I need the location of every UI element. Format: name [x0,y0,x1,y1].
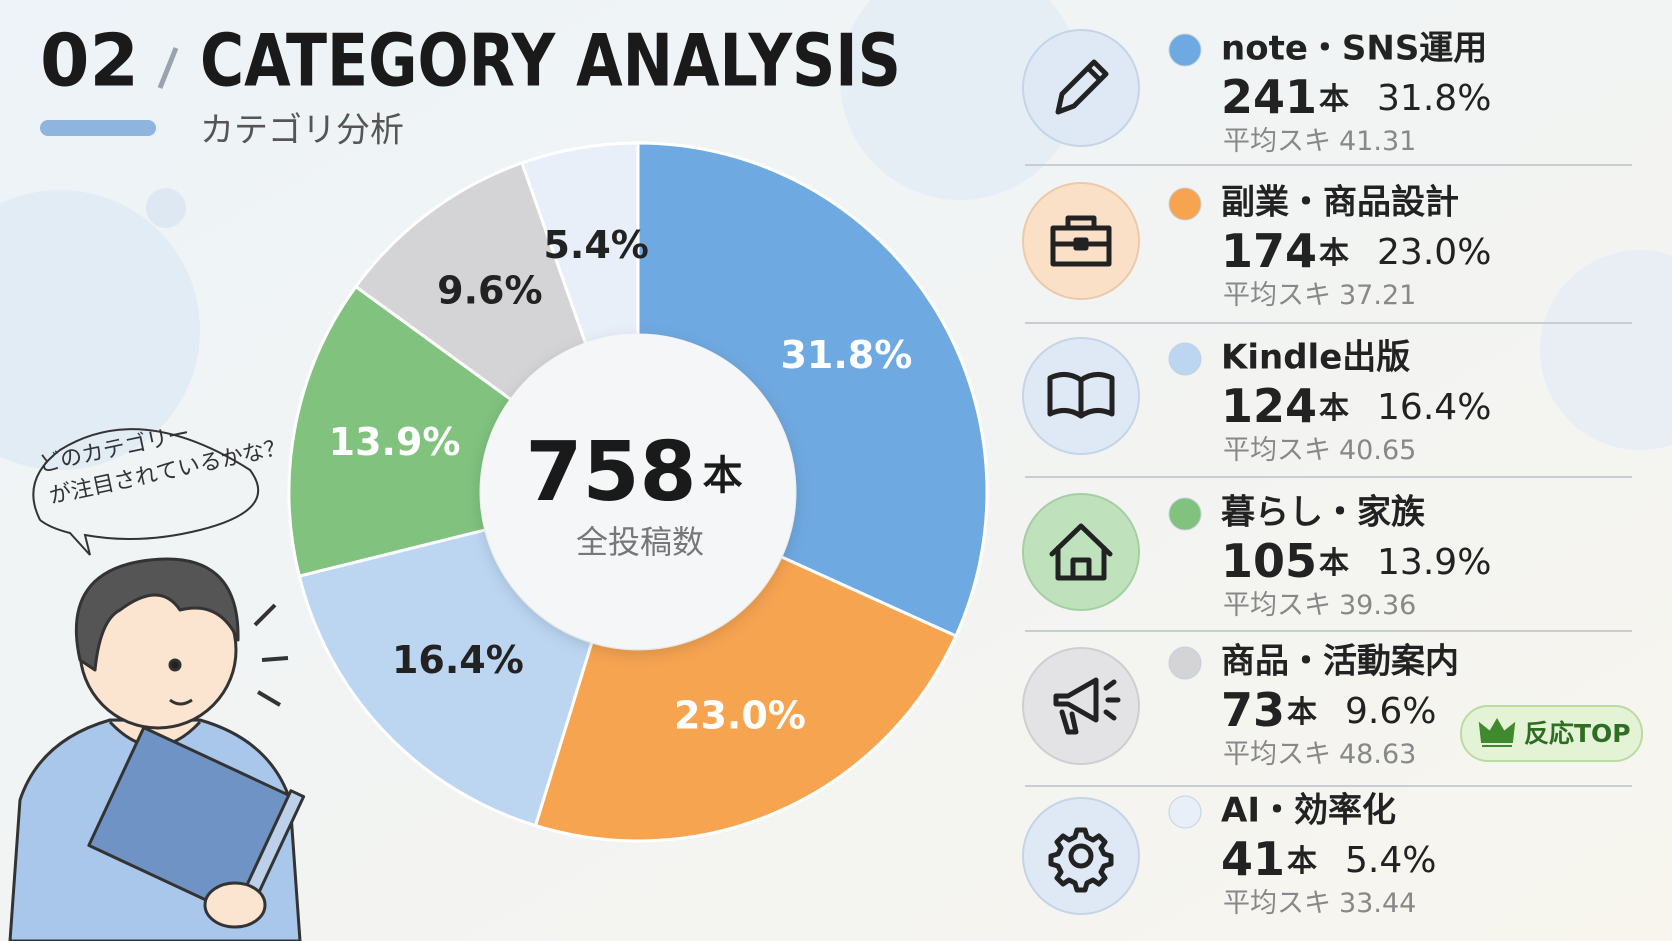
deco-circle [0,190,200,470]
share: 23.0% [1377,232,1491,273]
share: 16.4% [1377,387,1491,428]
avg-label: 平均スキ [1223,888,1331,919]
category-stats: 105本 13.9% [1221,534,1491,588]
avg-likes: 平均スキ 33.44 [1223,888,1416,919]
total-label: 全投稿数 [576,523,704,561]
category-name: Kindle出版 [1221,338,1410,378]
center-disc [481,335,795,649]
count: 105 [1221,534,1317,588]
share: 9.6% [1345,691,1436,732]
category-stats: 241本 31.8% [1221,70,1491,124]
avg-value: 40.65 [1339,435,1416,466]
count-unit: 本 [1287,695,1317,730]
avg-value: 41.31 [1339,126,1416,157]
dividers [1025,164,1632,787]
count-unit: 本 [1319,546,1349,581]
slice-label: 9.6% [437,269,542,313]
crown-icon [1478,718,1516,747]
avg-label: 平均スキ [1223,280,1331,311]
avg-label: 平均スキ [1223,435,1331,466]
avg-likes: 平均スキ 40.65 [1223,435,1416,466]
share: 13.9% [1377,542,1491,583]
category-stats: 41本 5.4% [1221,832,1436,886]
category-stats: 174本 23.0% [1221,224,1491,278]
category-stats: 73本 9.6% [1221,683,1436,737]
category-name: 副業・商品設計 [1221,183,1459,223]
count-unit: 本 [1319,82,1349,117]
count: 174 [1221,224,1317,278]
deco-circle [1540,250,1672,450]
count: 73 [1221,683,1285,737]
avg-likes: 平均スキ 41.31 [1223,126,1416,157]
category-name: 商品・活動案内 [1221,642,1459,682]
slice-label: 5.4% [543,223,648,267]
title-underline [40,120,156,136]
count-unit: 本 [1319,236,1349,271]
category-stats: 124本 16.4% [1221,379,1491,433]
badge: 反応TOP [1460,705,1643,762]
chart-subtitle: カテゴリ分析 [200,111,404,151]
deco-circle [840,0,1080,200]
category-name: 暮らし・家族 [1221,493,1425,533]
count: 41 [1221,832,1285,886]
legend-dot [1168,33,1202,67]
total-unit: 本 [703,453,743,499]
avg-likes: 平均スキ 39.36 [1223,590,1416,621]
slice-label: 16.4% [392,638,524,682]
legend-dot [1168,795,1202,829]
legend-dot [1168,497,1202,531]
title-separator [157,47,179,89]
avg-value: 39.36 [1339,590,1416,621]
badge-bg [1460,705,1643,762]
avg-likes: 平均スキ 37.21 [1223,280,1416,311]
character [8,557,306,941]
badge-label: 反応TOP [1524,719,1631,748]
avg-value: 37.21 [1339,280,1416,311]
avg-label: 平均スキ [1223,590,1331,621]
category-name: note・SNS運用 [1221,29,1487,69]
section-number: 02 [40,19,139,103]
avg-likes: 平均スキ 48.63 [1223,739,1416,770]
avg-value: 33.44 [1339,888,1416,919]
slice-label: 13.9% [329,420,461,464]
legend-dot [1168,342,1202,376]
deco-circle [146,188,186,228]
slice-label: 23.0% [674,694,806,738]
slice-label: 31.8% [780,333,912,377]
chart-title: CATEGORY ANALYSIS [200,19,901,103]
count-unit: 本 [1287,844,1317,879]
avg-value: 48.63 [1339,739,1416,770]
icons [1022,29,1140,915]
category-name: AI・効率化 [1221,791,1396,831]
legend-dot [1168,187,1202,221]
count: 124 [1221,379,1317,433]
total-value: 758 [525,425,696,520]
avg-label: 平均スキ [1223,126,1331,157]
legend-dot [1168,646,1202,680]
share: 31.8% [1377,78,1491,119]
total: 758 本 [525,425,742,520]
share: 5.4% [1345,840,1436,881]
speech-bubble [32,428,260,556]
count: 241 [1221,70,1317,124]
avg-label: 平均スキ [1223,739,1331,770]
count-unit: 本 [1319,391,1349,426]
